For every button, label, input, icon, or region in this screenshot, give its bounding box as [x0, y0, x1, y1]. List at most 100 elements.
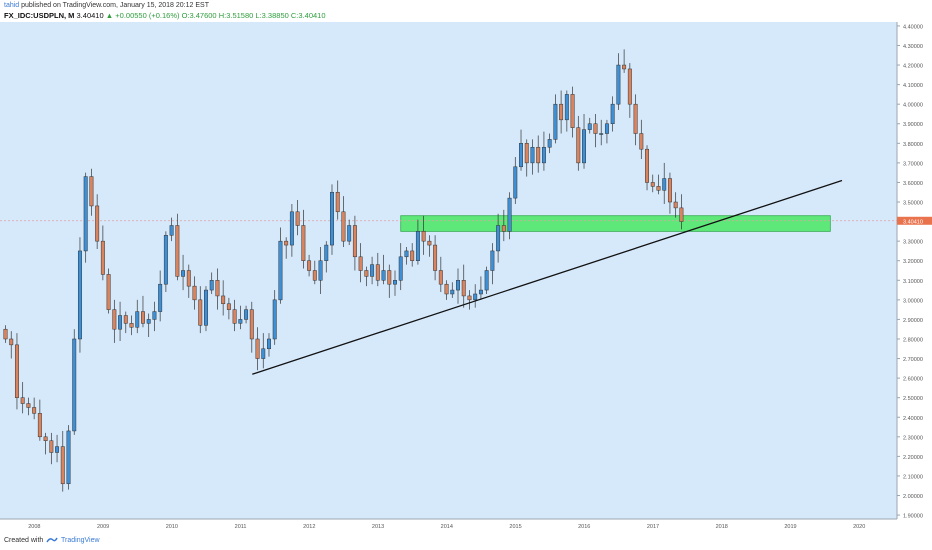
- candle: [398, 256, 403, 281]
- x-tick-label: 2013: [372, 524, 384, 530]
- chart-header: tahid published on TradingView.com, Janu…: [0, 0, 932, 22]
- candle: [278, 240, 283, 301]
- candle: [490, 250, 495, 271]
- y-tick-label: 2.10000: [903, 474, 923, 480]
- y-tick-label: 2.70000: [903, 357, 923, 363]
- x-tick-label: 2019: [784, 524, 796, 530]
- current-price-label: 3.40410: [903, 219, 923, 225]
- candle: [146, 319, 151, 324]
- candle: [32, 407, 37, 414]
- candle: [141, 311, 145, 324]
- candle: [456, 280, 460, 291]
- candle: [209, 280, 214, 291]
- y-tick-label: 4.10000: [903, 83, 923, 89]
- candle: [221, 295, 226, 305]
- candle: [106, 274, 111, 310]
- ohlc-close: C:3.40410: [290, 11, 326, 20]
- candle: [60, 446, 65, 485]
- y-tick-label: 3.90000: [903, 122, 923, 128]
- candle: [238, 319, 243, 324]
- symbol-name[interactable]: FX_IDC:USDPLN, M: [4, 11, 75, 20]
- candle: [667, 178, 672, 203]
- x-tick-label: 2014: [441, 524, 453, 530]
- candle: [524, 143, 529, 164]
- candle: [662, 178, 667, 191]
- candle: [347, 225, 352, 242]
- candle: [335, 191, 340, 213]
- candle: [307, 260, 312, 271]
- candle: [587, 123, 592, 130]
- candle: [627, 68, 632, 105]
- candle: [622, 64, 627, 70]
- ohlc-low: L:3.38850: [255, 11, 289, 20]
- price-chart[interactable]: 4.40000 4.30000 4.20000 4.10000 4.00000 3.900…: [0, 22, 932, 532]
- candle: [513, 166, 518, 199]
- candle: [312, 270, 317, 281]
- candle: [272, 299, 277, 340]
- tradingview-brand[interactable]: TradingView: [61, 537, 100, 544]
- candle: [37, 413, 42, 438]
- candle: [427, 240, 432, 246]
- candle: [438, 270, 443, 285]
- candle: [599, 133, 604, 135]
- candle: [484, 270, 489, 291]
- candle: [547, 139, 552, 148]
- candle: [66, 430, 71, 485]
- candle: [20, 397, 25, 404]
- ohlc-high: H:3.51580: [218, 11, 254, 20]
- x-tick-label: 2012: [303, 524, 315, 530]
- y-tick-label: 3.80000: [903, 142, 923, 148]
- footer: Created with TradingView: [0, 532, 932, 550]
- candle: [576, 127, 581, 164]
- x-tick-label: 2018: [716, 524, 728, 530]
- x-tick-label: 2020: [853, 524, 865, 530]
- x-tick-label: 2011: [235, 524, 247, 530]
- y-tick-label: 3.00000: [903, 298, 923, 304]
- candle: [381, 270, 386, 281]
- y-tick-label: 1.90000: [903, 514, 923, 520]
- candle: [295, 211, 300, 226]
- created-with-text: Created with: [4, 537, 44, 544]
- candle: [301, 225, 306, 261]
- candle: [393, 280, 397, 285]
- candle: [112, 309, 117, 330]
- x-tick-label: 2009: [97, 524, 109, 530]
- candle: [289, 211, 294, 246]
- candle: [158, 283, 163, 312]
- y-tick-label: 2.40000: [903, 416, 923, 422]
- y-tick-label: 4.20000: [903, 64, 923, 70]
- y-tick-label: 2.50000: [903, 396, 923, 402]
- y-tick-label: 2.00000: [903, 494, 923, 500]
- candle: [352, 225, 357, 258]
- candle: [267, 338, 271, 350]
- candle: [467, 295, 472, 301]
- candle: [679, 207, 684, 222]
- y-tick-label: 2.30000: [903, 435, 923, 441]
- y-tick-label: 4.30000: [903, 44, 923, 50]
- candle: [135, 311, 140, 328]
- candle: [26, 403, 31, 408]
- x-tick-label: 2010: [166, 524, 178, 530]
- candle: [163, 235, 168, 285]
- candle: [152, 311, 157, 320]
- trendline: [252, 179, 843, 375]
- candle: [9, 338, 14, 346]
- candle: [261, 348, 266, 359]
- candle: [530, 146, 535, 164]
- candle: [553, 103, 558, 140]
- candle: [582, 129, 586, 164]
- candle: [650, 182, 655, 187]
- candle: [461, 280, 466, 297]
- candle: [536, 146, 541, 164]
- candle: [358, 256, 363, 271]
- candle: [387, 270, 392, 285]
- candle: [656, 186, 661, 191]
- author-link[interactable]: tahid: [4, 2, 20, 9]
- candle: [616, 64, 621, 105]
- candle: [415, 231, 420, 261]
- x-tick-label: 2015: [509, 524, 521, 530]
- candle: [49, 440, 54, 453]
- y-tick-label: 3.10000: [903, 279, 923, 285]
- publish-info: tahid published on TradingView.com, Janu…: [4, 2, 209, 9]
- candle: [100, 240, 105, 275]
